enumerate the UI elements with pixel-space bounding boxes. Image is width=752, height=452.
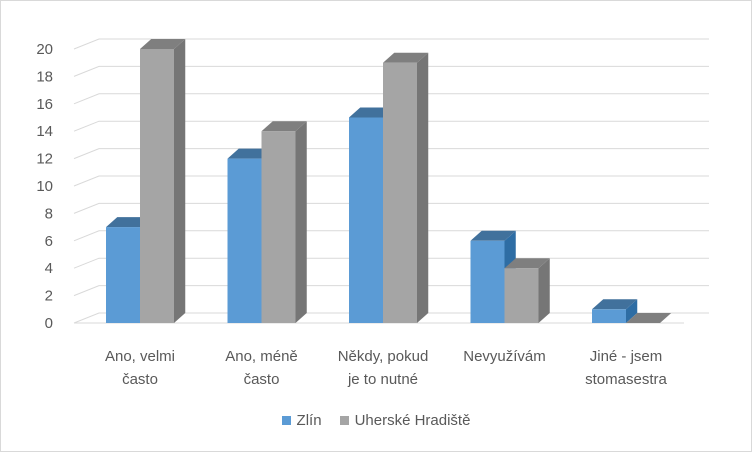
bar-top <box>227 148 273 159</box>
gridline <box>73 93 709 105</box>
x-category-label: často <box>244 371 280 388</box>
x-category-label: Jiné - jsem <box>590 348 663 365</box>
bar <box>470 240 505 323</box>
bar-top <box>106 217 152 228</box>
bar-top <box>140 39 186 49</box>
bar-top <box>470 230 516 241</box>
legend-item-zlin: Zlín <box>281 412 322 429</box>
gridline <box>73 120 709 132</box>
bar <box>140 49 174 323</box>
x-category-label: Nevyužívám <box>463 348 546 365</box>
x-category-label: Ano, méně <box>225 348 298 365</box>
x-category-label: je to nutné <box>347 371 418 388</box>
y-tick-label: 10 <box>36 178 53 195</box>
bar-top <box>504 258 550 269</box>
y-tick-label: 12 <box>36 151 53 168</box>
bar <box>592 309 626 323</box>
y-tick-label: 6 <box>45 233 53 250</box>
y-tick-label: 0 <box>45 315 53 332</box>
y-tick-label: 20 <box>36 41 53 58</box>
bar-side <box>538 258 550 323</box>
gridline <box>73 38 709 50</box>
bar-top <box>626 313 672 323</box>
bar <box>349 117 383 323</box>
y-tick-label: 4 <box>45 260 53 277</box>
legend-swatch-zlin <box>281 416 291 425</box>
bar-side <box>295 121 307 323</box>
x-category-label: často <box>122 371 158 388</box>
y-tick-label: 8 <box>45 205 53 222</box>
gridline <box>73 202 709 214</box>
bar <box>106 227 140 323</box>
bar <box>227 158 262 323</box>
y-tick-label: 16 <box>36 96 53 113</box>
bar-top <box>349 107 395 118</box>
bar-top <box>261 121 307 132</box>
gridline <box>73 175 709 187</box>
x-category-label: Někdy, pokud <box>338 348 429 365</box>
legend: Zlín Uherské Hradiště <box>1 412 751 429</box>
bar-side <box>417 52 429 323</box>
y-tick-label: 2 <box>45 288 53 305</box>
bar-top <box>383 52 429 63</box>
bar-side <box>174 39 186 323</box>
bar <box>383 62 417 323</box>
gridline <box>73 65 709 77</box>
bar-side <box>626 299 638 323</box>
legend-item-uherske-hradiste: Uherské Hradiště <box>339 412 471 429</box>
legend-swatch-uherske-hradiste <box>339 416 349 425</box>
x-category-label: Ano, velmi <box>105 348 175 365</box>
y-tick-label: 14 <box>36 123 53 140</box>
legend-label-zlin: Zlín <box>296 412 322 429</box>
gridline <box>73 148 709 160</box>
legend-label-uherske-hradiste: Uherské Hradiště <box>354 412 471 429</box>
y-tick-label: 18 <box>36 68 53 85</box>
bar <box>504 268 539 323</box>
bar <box>261 131 296 323</box>
bar-top <box>592 299 638 310</box>
x-category-label: stomasestra <box>585 371 667 388</box>
